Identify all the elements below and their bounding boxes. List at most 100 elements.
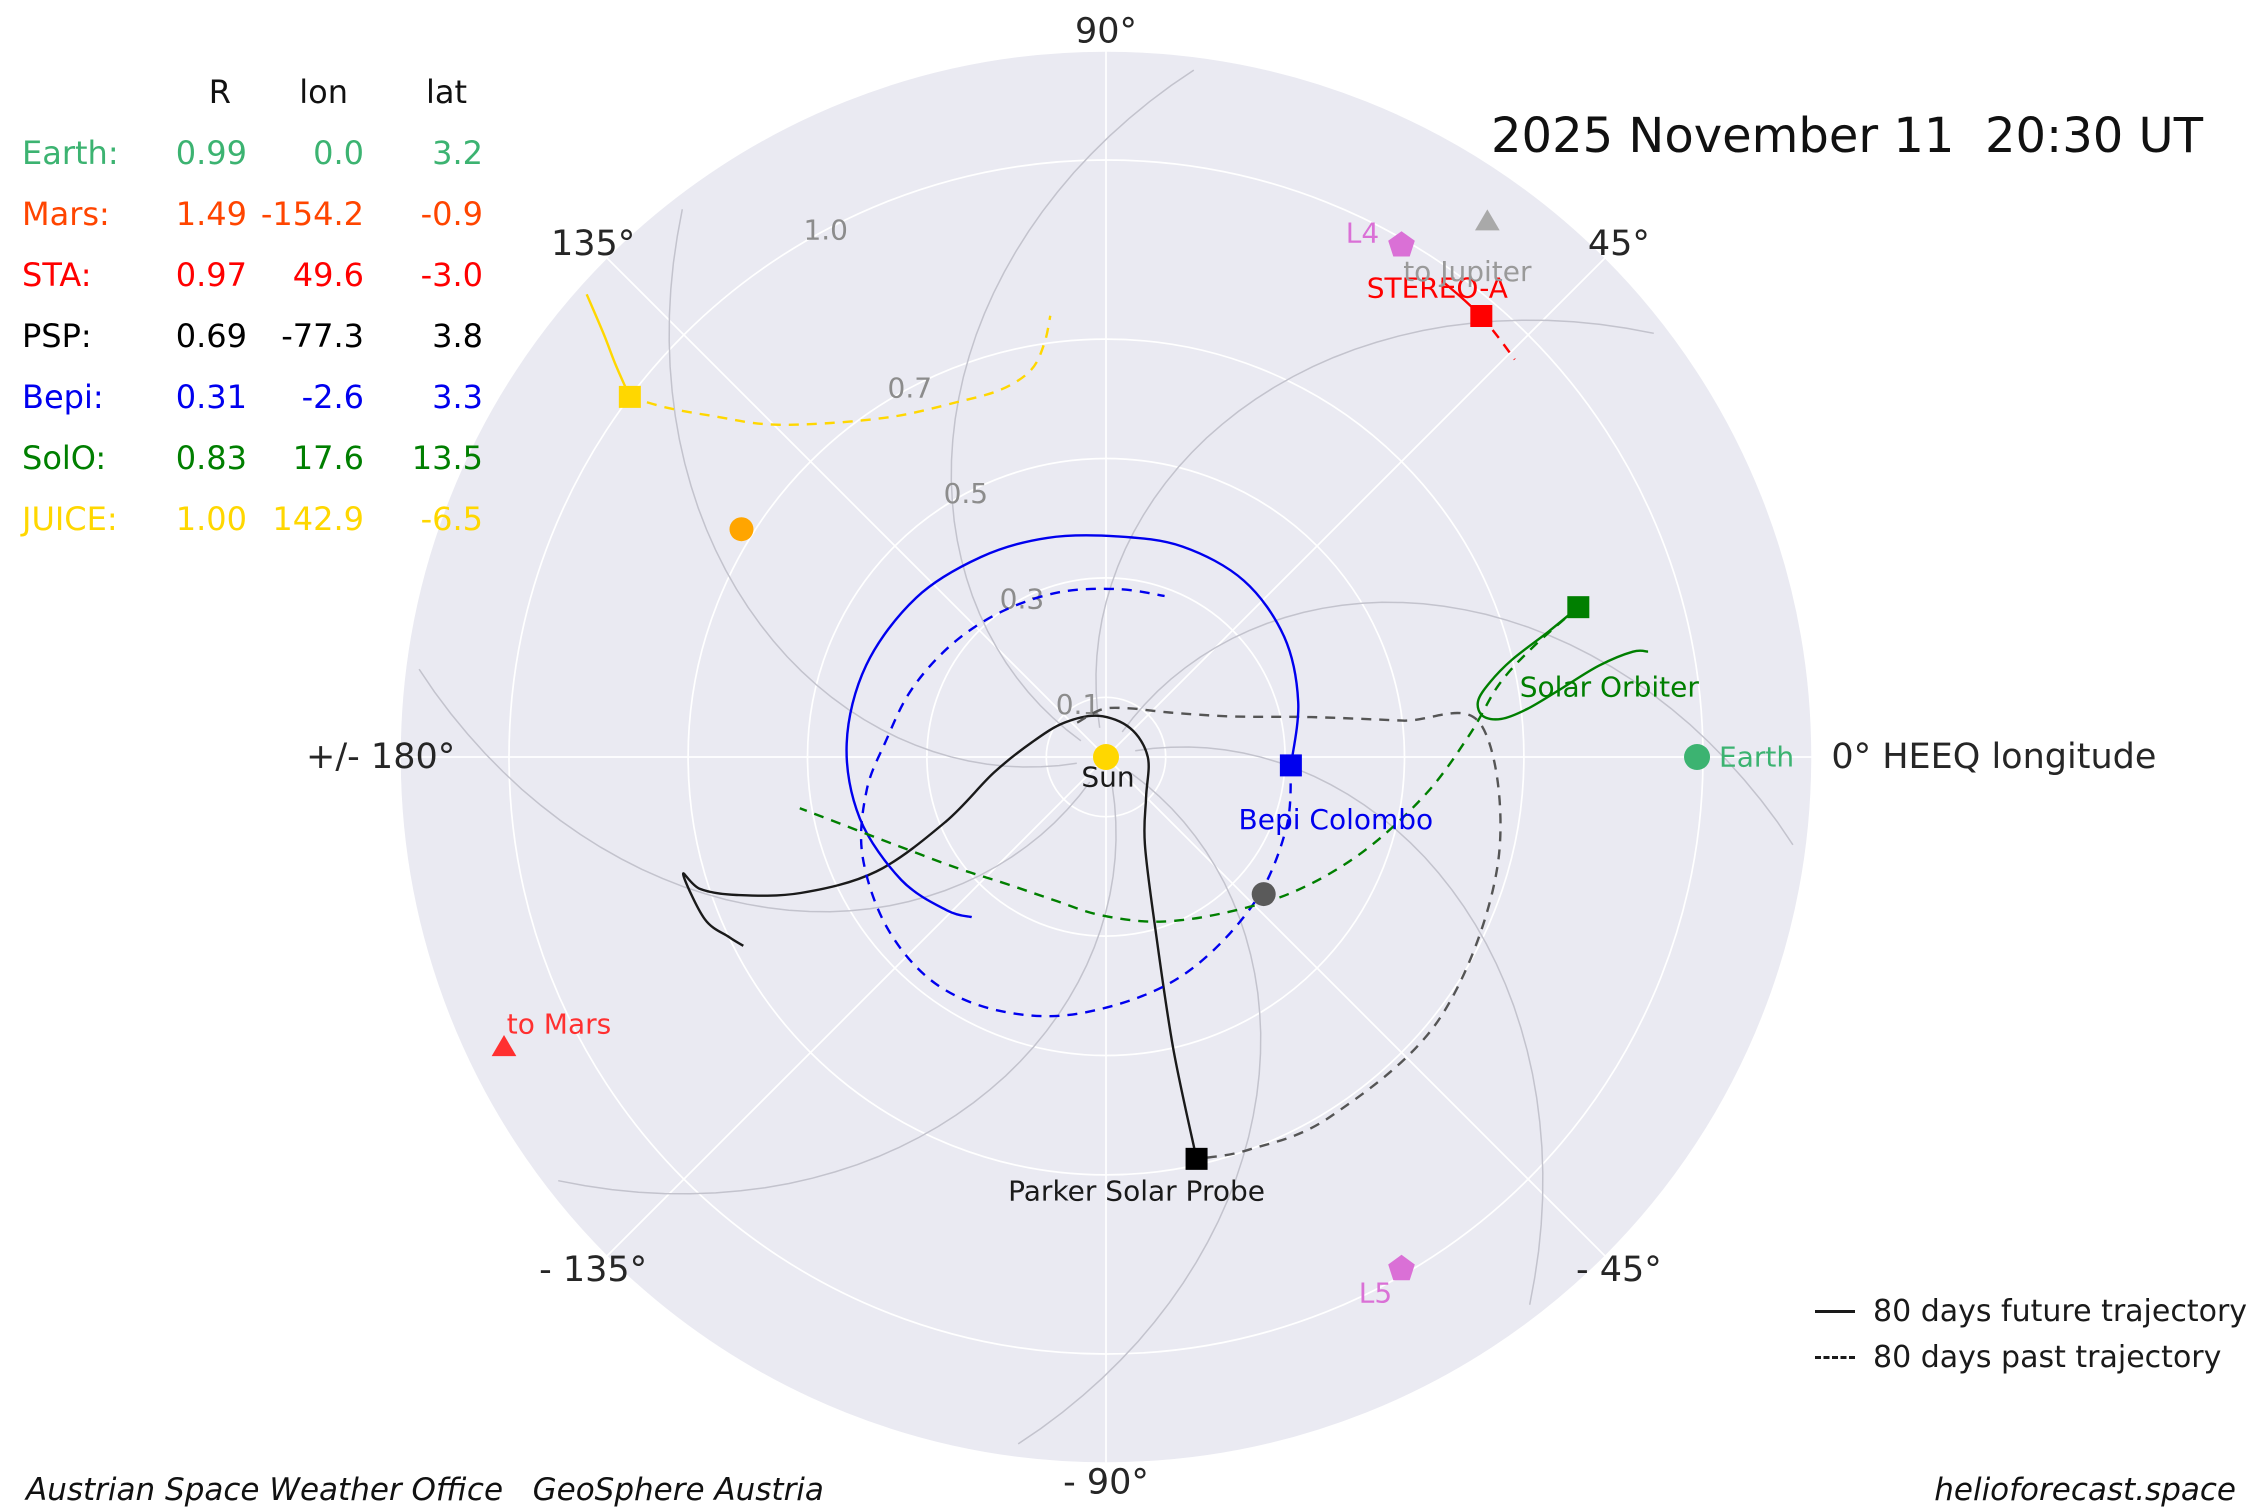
parker-spiral [950,69,1195,742]
radial-tick-label: 0.7 [888,372,933,405]
ephemeris-header-R: R [208,73,231,111]
ephem-label-sta: STA: [22,256,92,294]
label-to-jupiter: to Jupiter [1403,255,1532,288]
ephem-lon-psp: -77.3 [281,317,364,355]
ephem-label-solo: SolO: [22,439,107,477]
timestamp-title: 2025 November 11 20:30 UT [1491,108,2204,164]
trajectory-solo-past [799,606,1580,923]
label-sun: Sun [1081,761,1134,794]
ephem-R-solo: 0.83 [175,439,247,477]
trajectory-juice-past [629,315,1052,426]
bodies: Sun Earth STEREO-A Parker Solar Probe Bepi C… [491,209,1794,1309]
grid-spoke [606,756,1107,1257]
ephem-lat-bepi: 3.3 [432,378,483,416]
ephem-lat-psp: 3.8 [432,317,483,355]
radial-tick-label: 0.5 [944,477,989,510]
angle-labels: 90° 45° 0° HEEQ longitude - 45° - 90° - 135° +… [306,12,2156,1500]
grid-spoke [1105,756,1606,1257]
trajectory-bepi-past [859,587,1293,1018]
label-l4: L4 [1346,217,1379,250]
trajectories [585,279,1649,1161]
grid-spoke [606,257,1107,758]
marker-earth [1684,744,1711,770]
angle-label: - 90° [1063,1462,1149,1500]
marker-l4 [1388,231,1415,257]
marker-sun [1093,744,1119,770]
ephem-lon-bepi: -2.6 [301,378,364,416]
label-to-mars: to Mars [507,1008,611,1041]
angle-label: 0° HEEQ longitude [1831,737,2156,777]
grid-circle [1045,696,1167,818]
marker-to-mars [491,1035,517,1057]
grid-spoke [1105,257,1606,758]
ephem-R-earth: 0.99 [175,134,247,172]
parker-spiral [1135,746,1544,1305]
ephem-lon-solo: 17.6 [292,439,364,477]
trajectory-solo-future [1476,606,1649,721]
marker-stereo-a [1470,305,1493,328]
marker-venus [729,517,754,542]
angle-label: 135° [551,224,635,264]
label-stereo-a: STEREO-A [1367,272,1508,305]
legend-row-future: 80 days future trajectory [1815,1288,2247,1334]
legend-past-label: 80 days past trajectory [1873,1339,2222,1375]
solid-line-sample [1815,1309,1855,1313]
footer-office: Austrian Space Weather Office GeoSphere … [26,1472,824,1508]
trajectory-juice-future [585,293,631,398]
ephem-lat-mars: -0.9 [420,195,483,233]
ephem-R-bepi: 0.31 [175,378,247,416]
ephem-lon-sta: 49.6 [292,256,364,294]
grid-circle [806,457,1406,1057]
trajectory-bepi-future [845,534,1300,919]
ephem-lon-mars: -154.2 [260,195,364,233]
parker-spiral [668,209,1077,768]
ephemeris-header-empty [22,62,157,123]
ephemeris-header-lat: lat [425,73,467,111]
trajectory-legend: 80 days future trajectory 80 days past t… [1815,1288,2247,1380]
ephemeris-header-lon: lon [299,73,348,111]
angle-label: +/- 180° [306,737,455,777]
ephem-label-bepi: Bepi: [22,378,104,416]
footer-site: helioforecast.space [1934,1472,2236,1508]
parker-spiral [418,668,1091,913]
angle-label: - 45° [1576,1250,1662,1290]
ephem-lon-earth: 0.0 [313,134,364,172]
label-earth: Earth [1719,741,1794,774]
ephemeris-table: R lon lat Earth: 0.99 0.0 3.2 Mars: 1.49 -154.… [22,62,483,550]
ephem-lon-juice: 142.9 [272,500,364,538]
trajectory-psp-future [682,714,1198,1160]
ephem-label-psp: PSP: [22,317,92,355]
ephem-R-mars: 1.49 [175,195,247,233]
parker-spiral [1121,601,1794,846]
label-l5: L5 [1359,1276,1392,1309]
ephem-label-mars: Mars: [22,195,110,233]
ephem-label-earth: Earth: [22,134,119,172]
ephem-label-juice: JUICE: [22,500,118,538]
label-bepi: Bepi Colombo [1239,803,1434,836]
marker-psp [1185,1147,1208,1170]
ephem-lat-solo: 13.5 [411,439,483,477]
label-solo: Solar Orbiter [1520,671,1700,704]
legend-future-label: 80 days future trajectory [1873,1293,2248,1329]
ephem-lat-earth: 3.2 [432,134,483,172]
angle-label: 45° [1588,224,1650,264]
marker-mercury [1251,882,1276,907]
marker-juice [618,385,641,408]
grid-circle [687,338,1525,1176]
marker-l5 [1388,1254,1415,1281]
ephem-lat-sta: -3.0 [420,256,483,294]
ephem-R-juice: 1.00 [175,500,247,538]
parker-spiral [1017,772,1262,1445]
label-psp: Parker Solar Probe [1008,1174,1265,1207]
marker-bepi [1279,754,1302,777]
marker-to-jupiter [1474,209,1500,231]
parker-spiral [558,786,1117,1195]
parker-spirals [418,69,1794,1445]
ephem-R-psp: 0.69 [175,317,247,355]
radial-tick-label: 1.0 [803,213,848,246]
legend-row-past: 80 days past trajectory [1815,1334,2247,1380]
ephem-lat-juice: -6.5 [420,500,483,538]
angle-label: - 135° [539,1250,647,1290]
